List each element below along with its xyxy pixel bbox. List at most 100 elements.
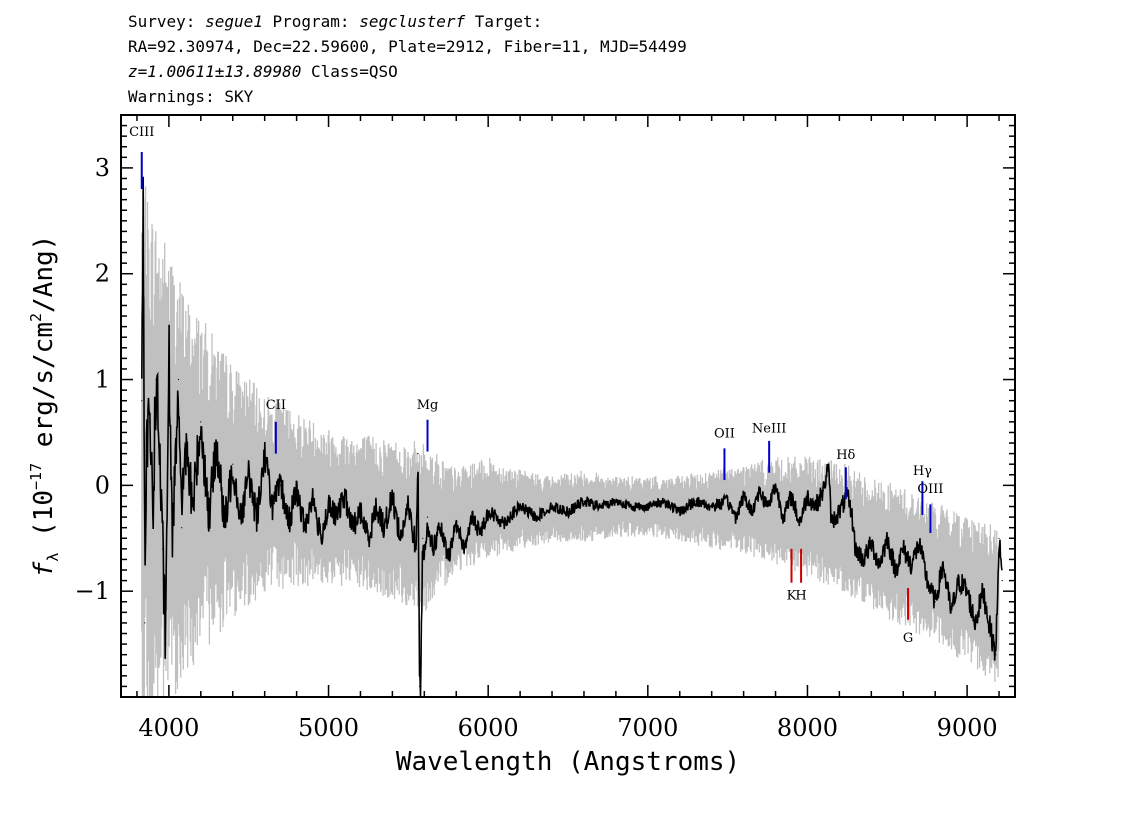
flux-point <box>926 580 928 582</box>
emission-line-label: Hγ <box>913 464 932 479</box>
spectral-line-markers: CIII CII Mg OII NeIII Hδ Hγ OIII K H G <box>129 125 943 646</box>
header-line-1: Survey: segue1 Program: segclusterf Targ… <box>128 12 542 31</box>
flux-point <box>158 442 160 444</box>
flux-point <box>165 643 167 645</box>
flux-point <box>1001 580 1003 582</box>
flux-point <box>359 511 362 513</box>
flux-point <box>615 500 617 502</box>
flux-point <box>142 199 144 201</box>
flux-point <box>423 558 425 561</box>
x-ticks: 4000 5000 6000 7000 8000 9000 <box>136 115 1000 742</box>
flux-point <box>487 511 489 513</box>
flux-point <box>471 516 473 518</box>
flux-point <box>200 421 202 423</box>
flux-point <box>312 495 314 497</box>
flux-point <box>711 505 713 508</box>
flux-point <box>958 580 960 582</box>
flux-point <box>426 516 429 518</box>
flux-point <box>663 500 665 502</box>
error-band-layer <box>141 186 1000 696</box>
header-line-3: z=1.00611±13.89980 Class=QSO <box>128 62 398 81</box>
header-line-2: RA=92.30974, Dec=22.59600, Plate=2912, F… <box>128 37 687 56</box>
flux-point <box>806 495 809 497</box>
y-tick-label: 0 <box>95 471 110 499</box>
flux-point <box>216 442 218 444</box>
flux-point <box>886 537 888 539</box>
emission-line-label: Hδ <box>836 448 855 463</box>
flux-point <box>822 490 825 492</box>
flux-point <box>878 564 880 566</box>
emission-line-label: CII <box>266 398 286 413</box>
flux-point <box>790 495 793 497</box>
flux-point <box>463 548 465 550</box>
flux-point <box>155 378 157 381</box>
absorption-line-label: K <box>787 589 797 604</box>
flux-point <box>727 500 729 502</box>
flux-point <box>455 521 457 524</box>
flux-point <box>296 490 298 492</box>
flux-point <box>422 537 424 539</box>
flux-point <box>145 453 148 455</box>
flux-point <box>679 511 681 513</box>
flux-point <box>439 527 441 529</box>
flux-point <box>420 685 422 688</box>
flux-point <box>418 685 421 688</box>
y-tick-label: 1 <box>95 366 110 394</box>
x-tick-label: 7000 <box>617 714 678 742</box>
flux-point <box>320 537 322 539</box>
flux-point <box>631 505 633 508</box>
flux-point <box>862 558 864 561</box>
flux-point <box>168 347 170 349</box>
x-axis-title: Wavelength (Angstroms) <box>396 747 740 777</box>
flux-point <box>503 521 505 524</box>
flux-point <box>417 453 419 455</box>
flux-point <box>774 484 777 486</box>
flux-line <box>141 176 1003 697</box>
flux-layer <box>141 176 1003 697</box>
flux-point <box>998 537 1000 539</box>
flux-point <box>759 490 761 492</box>
flux-point <box>814 505 817 508</box>
x-tick-label: 5000 <box>298 714 359 742</box>
flux-point <box>391 495 393 497</box>
flux-point <box>288 521 290 524</box>
flux-point <box>751 511 753 513</box>
emission-line-label: Mg <box>417 398 439 413</box>
flux-point <box>161 548 164 550</box>
flux-point <box>335 516 338 518</box>
flux-point <box>827 463 829 465</box>
flux-point <box>519 505 521 508</box>
flux-point <box>177 378 180 381</box>
flux-point <box>990 632 992 635</box>
flux-point <box>735 516 737 518</box>
flux-point <box>830 521 833 524</box>
flux-point <box>767 505 769 508</box>
flux-point <box>152 505 154 508</box>
flux-point <box>902 548 904 550</box>
flux-point <box>264 453 266 455</box>
flux-point <box>256 516 258 518</box>
flux-point <box>950 611 952 613</box>
flux-point <box>192 505 194 508</box>
x-tick-label: 9000 <box>937 714 998 742</box>
flux-point <box>982 590 984 592</box>
flux-point <box>280 484 282 486</box>
emission-line-label: NeIII <box>752 421 786 436</box>
flux-point <box>846 495 849 497</box>
flux-point <box>583 500 585 502</box>
flux-point <box>184 442 186 444</box>
flux-point <box>174 453 176 455</box>
flux-point <box>782 516 785 518</box>
emission-line-label: OIII <box>917 482 943 497</box>
plot-frame <box>120 114 1016 698</box>
flux-point <box>171 537 173 539</box>
y-tick-label: 3 <box>95 154 110 182</box>
flux-point <box>272 505 274 508</box>
flux-point <box>367 537 369 539</box>
flux-point <box>327 505 330 508</box>
y-tick-label: 2 <box>95 260 110 288</box>
x-tick-label: 4000 <box>138 714 199 742</box>
flux-point <box>870 543 872 545</box>
